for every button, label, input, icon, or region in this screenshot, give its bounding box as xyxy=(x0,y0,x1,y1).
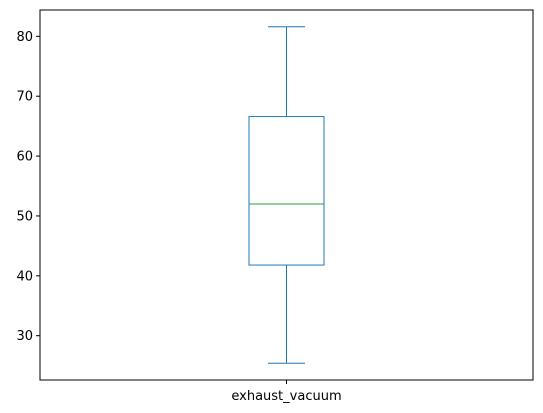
y-tick-label: 80 xyxy=(16,30,33,45)
axis-ticks: exhaust_vacuum 30 40 50 60 70 80 xyxy=(16,30,341,404)
plot-frame xyxy=(39,9,534,381)
plot-marks xyxy=(248,26,325,364)
y-tick-label: 70 xyxy=(16,90,33,105)
y-tick-label: 50 xyxy=(16,209,33,224)
y-tick-label: 40 xyxy=(16,269,33,284)
y-tick-label: 60 xyxy=(16,150,33,165)
y-tick-label: 30 xyxy=(16,329,33,344)
box-group xyxy=(248,26,325,364)
iqr-box xyxy=(248,116,325,266)
x-tick-label: exhaust_vacuum xyxy=(231,389,341,404)
